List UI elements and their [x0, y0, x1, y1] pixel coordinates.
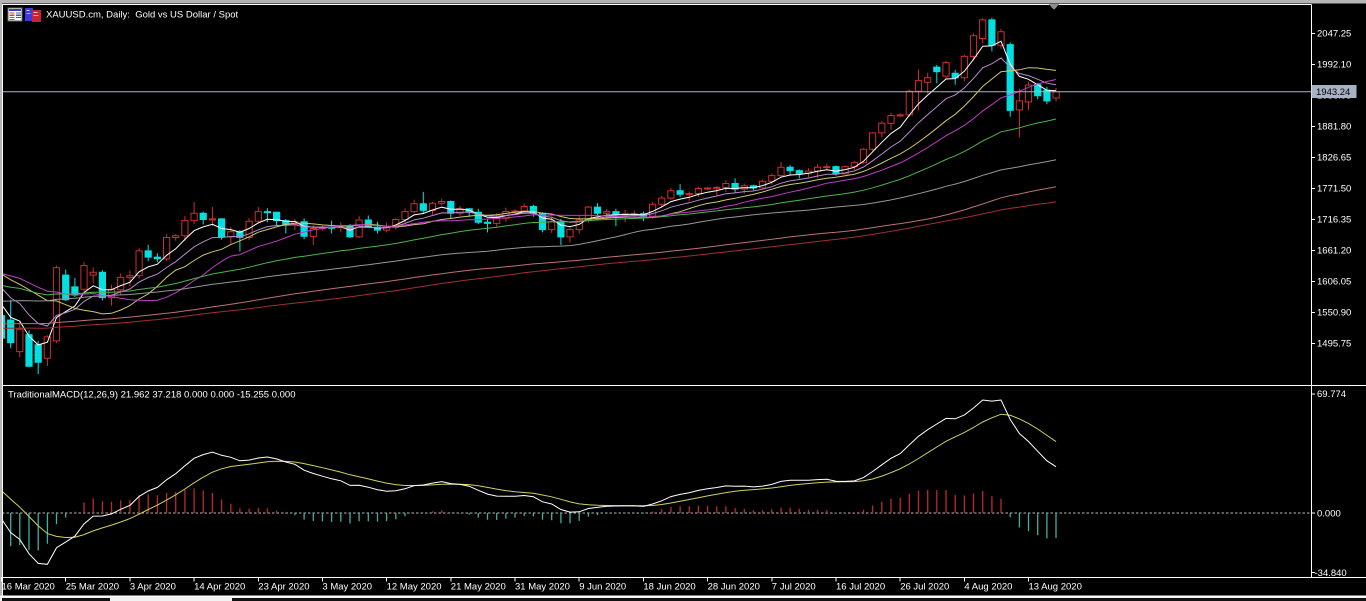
- svg-text:25 Mar 2020: 25 Mar 2020: [66, 582, 119, 593]
- svg-text:1992.10: 1992.10: [1317, 60, 1351, 71]
- svg-text:1606.05: 1606.05: [1317, 277, 1351, 288]
- svg-text:3 May 2020: 3 May 2020: [322, 582, 372, 593]
- svg-text:-34.840: -34.840: [1315, 568, 1347, 579]
- svg-text:12 May 2020: 12 May 2020: [387, 582, 442, 593]
- svg-text:1550.90: 1550.90: [1317, 308, 1351, 319]
- svg-text:2047.25: 2047.25: [1317, 29, 1351, 40]
- svg-text:1943.24: 1943.24: [1316, 87, 1350, 98]
- svg-text:0.000: 0.000: [1317, 508, 1341, 519]
- svg-text:TraditionalMACD(12,26,9) 21.96: TraditionalMACD(12,26,9) 21.962 37.218 0…: [8, 390, 296, 401]
- svg-text:13 Aug 2020: 13 Aug 2020: [1029, 582, 1082, 593]
- svg-text:1495.75: 1495.75: [1317, 339, 1351, 350]
- svg-text:1881.80: 1881.80: [1317, 122, 1351, 133]
- svg-text:28 Jun 2020: 28 Jun 2020: [708, 582, 760, 593]
- svg-text:31 May 2020: 31 May 2020: [515, 582, 570, 593]
- svg-text:1661.20: 1661.20: [1317, 246, 1351, 257]
- svg-text:18 Jun 2020: 18 Jun 2020: [643, 582, 695, 593]
- svg-text:16 Jul 2020: 16 Jul 2020: [836, 582, 885, 593]
- svg-text:3 Apr 2020: 3 Apr 2020: [130, 582, 176, 593]
- svg-text:23 Apr 2020: 23 Apr 2020: [258, 582, 309, 593]
- svg-text:9 Jun 2020: 9 Jun 2020: [579, 582, 626, 593]
- svg-text:4 Aug 2020: 4 Aug 2020: [964, 582, 1012, 593]
- svg-text:1771.50: 1771.50: [1317, 184, 1351, 195]
- svg-text:7 Jul 2020: 7 Jul 2020: [772, 582, 816, 593]
- svg-text:69.774: 69.774: [1317, 389, 1346, 400]
- svg-text:XAUUSD.cm, Daily: Gold vs US: XAUUSD.cm, Daily: Gold vs US Dollar / Sp…: [46, 10, 239, 21]
- svg-text:26 Jul 2020: 26 Jul 2020: [900, 582, 949, 593]
- svg-text:14 Apr 2020: 14 Apr 2020: [194, 582, 245, 593]
- svg-text:16 Mar 2020: 16 Mar 2020: [2, 582, 55, 593]
- svg-text:1826.65: 1826.65: [1317, 153, 1351, 164]
- svg-text:1716.35: 1716.35: [1317, 215, 1351, 226]
- svg-text:21 May 2020: 21 May 2020: [451, 582, 506, 593]
